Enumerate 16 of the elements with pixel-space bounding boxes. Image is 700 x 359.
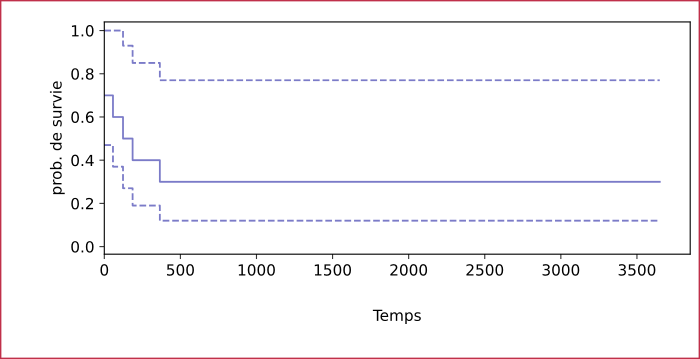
y-tick-label: 0.2 [71,198,94,210]
x-tick-label: 1000 [238,264,275,276]
y-tick-label: 0.4 [71,154,94,166]
x-tick-label: 3000 [542,264,580,276]
y-tick-label: 0.0 [71,241,94,253]
x-tick-label: 0 [100,264,108,276]
x-tick-label: 500 [166,264,194,276]
x-axis-title: Temps [372,310,421,324]
y-tick-label: 1.0 [72,25,94,37]
x-tick-label: 2000 [390,264,428,276]
x-tick-label: 1500 [314,264,351,276]
y-tick-label: 0.6 [71,111,94,123]
y-tick-label: 0.8 [71,68,94,80]
x-tick-label: 3500 [618,264,656,276]
x-tick-label: 2500 [466,264,504,276]
y-axis-title: prob. de survie [50,81,65,194]
